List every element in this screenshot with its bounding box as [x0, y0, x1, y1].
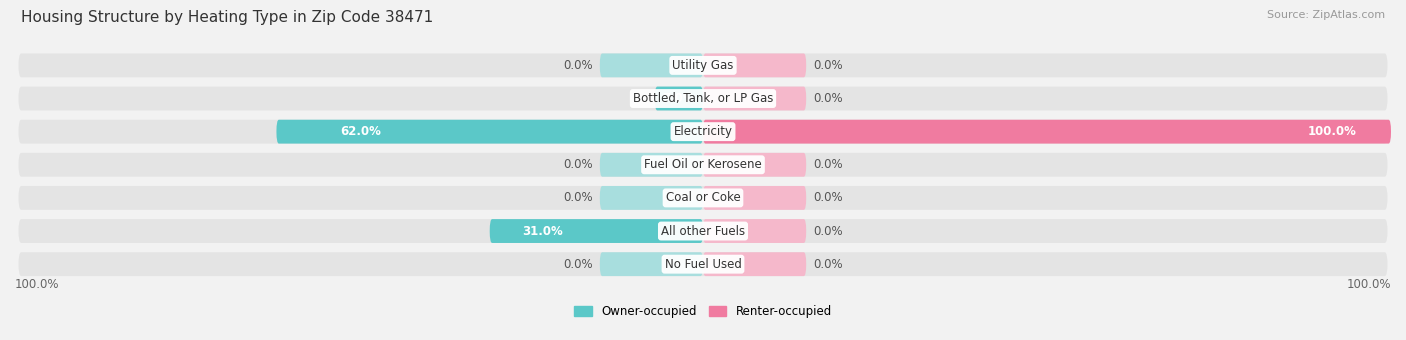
FancyBboxPatch shape: [489, 219, 703, 243]
Text: 0.0%: 0.0%: [813, 224, 842, 238]
FancyBboxPatch shape: [18, 186, 1388, 210]
Text: No Fuel Used: No Fuel Used: [665, 258, 741, 271]
Text: 0.0%: 0.0%: [564, 158, 593, 171]
FancyBboxPatch shape: [18, 53, 1388, 77]
FancyBboxPatch shape: [18, 87, 1388, 110]
Text: 0.0%: 0.0%: [813, 92, 842, 105]
FancyBboxPatch shape: [600, 186, 703, 210]
Text: 7.0%: 7.0%: [662, 92, 695, 105]
FancyBboxPatch shape: [655, 87, 703, 110]
FancyBboxPatch shape: [703, 153, 806, 177]
Text: 0.0%: 0.0%: [564, 191, 593, 204]
FancyBboxPatch shape: [600, 153, 703, 177]
FancyBboxPatch shape: [277, 120, 703, 143]
Text: 0.0%: 0.0%: [564, 258, 593, 271]
Text: All other Fuels: All other Fuels: [661, 224, 745, 238]
Text: Bottled, Tank, or LP Gas: Bottled, Tank, or LP Gas: [633, 92, 773, 105]
Text: Housing Structure by Heating Type in Zip Code 38471: Housing Structure by Heating Type in Zip…: [21, 10, 433, 25]
FancyBboxPatch shape: [703, 186, 806, 210]
Text: 100.0%: 100.0%: [15, 277, 59, 291]
Text: Coal or Coke: Coal or Coke: [665, 191, 741, 204]
Text: 0.0%: 0.0%: [564, 59, 593, 72]
Text: 0.0%: 0.0%: [813, 191, 842, 204]
FancyBboxPatch shape: [703, 120, 1391, 143]
FancyBboxPatch shape: [18, 153, 1388, 177]
Legend: Owner-occupied, Renter-occupied: Owner-occupied, Renter-occupied: [569, 300, 837, 323]
FancyBboxPatch shape: [703, 219, 806, 243]
Text: 62.0%: 62.0%: [340, 125, 381, 138]
Text: Utility Gas: Utility Gas: [672, 59, 734, 72]
FancyBboxPatch shape: [18, 219, 1388, 243]
Text: 100.0%: 100.0%: [1347, 277, 1391, 291]
Text: 100.0%: 100.0%: [1308, 125, 1357, 138]
Text: Electricity: Electricity: [673, 125, 733, 138]
Text: Fuel Oil or Kerosene: Fuel Oil or Kerosene: [644, 158, 762, 171]
FancyBboxPatch shape: [18, 120, 1388, 143]
FancyBboxPatch shape: [18, 252, 1388, 276]
Text: 0.0%: 0.0%: [813, 158, 842, 171]
Text: 31.0%: 31.0%: [522, 224, 562, 238]
FancyBboxPatch shape: [600, 252, 703, 276]
Text: 0.0%: 0.0%: [813, 59, 842, 72]
FancyBboxPatch shape: [703, 252, 806, 276]
FancyBboxPatch shape: [703, 87, 806, 110]
Text: 0.0%: 0.0%: [813, 258, 842, 271]
FancyBboxPatch shape: [703, 53, 806, 77]
FancyBboxPatch shape: [600, 53, 703, 77]
Text: Source: ZipAtlas.com: Source: ZipAtlas.com: [1267, 10, 1385, 20]
